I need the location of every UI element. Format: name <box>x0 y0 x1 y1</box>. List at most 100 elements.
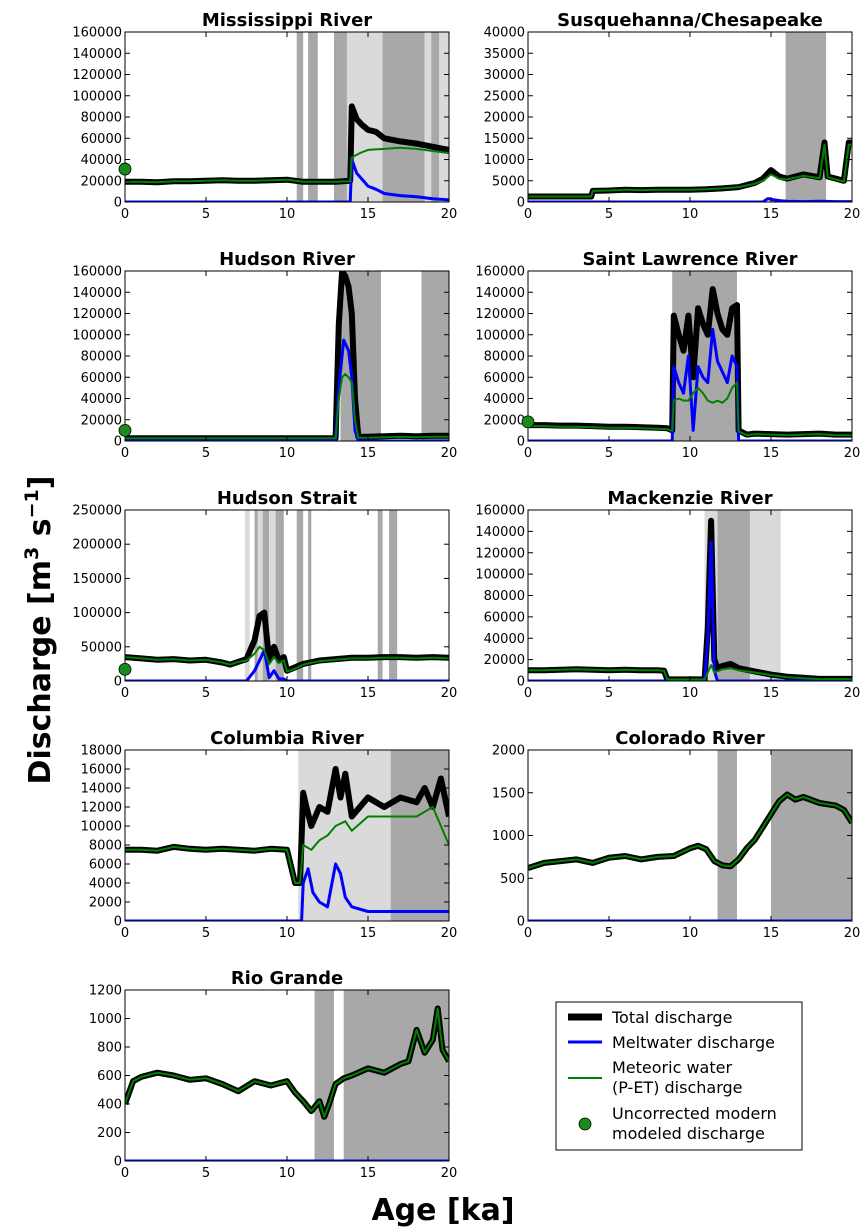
panel-title: Hudson River <box>219 249 355 270</box>
y-tick-label: 160000 <box>475 265 525 280</box>
y-tick-label: 150000 <box>72 572 122 587</box>
meteoric-series-line <box>528 664 852 681</box>
y-tick-label: 600 <box>97 1069 122 1084</box>
legend-total-label: Total discharge <box>611 1008 732 1027</box>
y-tick-label: 10000 <box>81 820 122 835</box>
y-tick-label: 0 <box>517 435 525 450</box>
x-tick-label: 10 <box>279 686 296 701</box>
x-tick-label: 20 <box>441 686 458 701</box>
meteoric-series-line <box>125 806 449 884</box>
x-tick-label: 15 <box>360 686 377 701</box>
y-tick-label: 1000 <box>492 829 525 844</box>
y-tick-label: 30000 <box>484 68 525 83</box>
melt-series-line <box>528 327 852 441</box>
meteoric-series-line <box>528 381 852 437</box>
shaded-interval <box>431 32 440 202</box>
panel-columbia-river: 0 5 10 15 20 0 2000 4000 6000 8000 10000 12000 14000… <box>81 728 458 941</box>
x-tick-label: 0 <box>121 207 129 222</box>
y-tick-label: 120000 <box>72 307 122 322</box>
y-tick-label: 20000 <box>484 653 525 668</box>
x-tick-label: 15 <box>360 926 377 941</box>
plot-area <box>125 271 449 441</box>
x-tick-label: 0 <box>121 446 129 461</box>
legend-meteoric-label-1: Meteoric water <box>612 1058 732 1077</box>
melt-series-line <box>528 197 852 202</box>
x-tick-label: 0 <box>121 686 129 701</box>
x-tick-label: 5 <box>202 686 210 701</box>
y-tick-label: 200000 <box>72 538 122 553</box>
y-tick-label: 80000 <box>81 350 122 365</box>
shaded-interval <box>672 271 737 441</box>
y-tick-label: 0 <box>114 435 122 450</box>
y-tick-label: 400 <box>97 1098 122 1113</box>
shaded-interval <box>377 510 383 681</box>
meteoric-series-line <box>125 1007 449 1118</box>
y-tick-label: 4000 <box>89 877 122 892</box>
uncorrected-modern-marker <box>118 423 132 437</box>
x-tick-label: 5 <box>202 446 210 461</box>
y-tick-label: 50000 <box>81 640 122 655</box>
x-tick-label: 15 <box>763 207 780 222</box>
shaded-interval <box>333 32 347 202</box>
meteoric-series-line <box>125 645 449 673</box>
x-tick-label: 15 <box>763 446 780 461</box>
y-tick-label: 20000 <box>81 413 122 428</box>
y-tick-label: 0 <box>517 915 525 930</box>
y-tick-label: 40000 <box>484 632 525 647</box>
y-tick-label: 8000 <box>89 839 122 854</box>
x-tick-label: 20 <box>441 1166 458 1181</box>
y-tick-label: 160000 <box>72 26 122 41</box>
x-tick-label: 0 <box>121 1166 129 1181</box>
y-tick-label: 160000 <box>475 504 525 519</box>
x-tick-label: 20 <box>844 686 861 701</box>
shaded-interval <box>389 510 398 681</box>
x-tick-label: 5 <box>605 686 613 701</box>
shaded-interval <box>254 510 258 681</box>
shaded-interval <box>424 32 432 202</box>
x-tick-label: 15 <box>763 926 780 941</box>
shaded-interval <box>269 510 276 681</box>
panel-title: Columbia River <box>210 728 364 749</box>
x-tick-label: 15 <box>360 1166 377 1181</box>
panel-title: Mackenzie River <box>607 488 772 509</box>
y-tick-label: 200 <box>97 1126 122 1141</box>
y-tick-label: 0 <box>114 196 122 211</box>
y-tick-label: 800 <box>97 1041 122 1056</box>
panel-saint-lawrence-river: 0 5 10 15 20 0 20000 40000 60000 80000 100000 12000… <box>475 249 860 461</box>
shaded-interval <box>749 510 781 681</box>
shaded-interval <box>308 510 312 681</box>
y-tick-label: 0 <box>517 675 525 690</box>
y-tick-label: 0 <box>517 196 525 211</box>
panels: 0 5 10 15 2002000040000600008000010000012000… <box>72 10 860 1181</box>
panel-susquehanna-chesapeake: 0 5 10 15 20 0 5000 10000 15000 20000 25000 30000 35… <box>484 10 861 222</box>
panel-title: Saint Lawrence River <box>582 249 797 270</box>
y-tick-label: 80000 <box>81 111 122 126</box>
meteoric-series-line <box>528 143 852 198</box>
melt-series-line <box>125 862 449 921</box>
y-tick-label: 100000 <box>475 568 525 583</box>
y-tick-label: 14000 <box>81 782 122 797</box>
panel-colorado-river: 0 5 10 15 20 0 500 1000 1500 2000 Colorado River <box>492 728 860 941</box>
uncorrected-modern-marker <box>118 662 132 676</box>
x-tick-label: 5 <box>605 207 613 222</box>
uncorrected-modern-marker <box>118 162 132 176</box>
y-tick-label: 20000 <box>484 111 525 126</box>
meteoric-series-line <box>125 373 449 440</box>
x-tick-label: 10 <box>279 446 296 461</box>
y-tick-label: 6000 <box>89 858 122 873</box>
panel-mississippi-river: 0 5 10 15 20 0 20000 40000 60000 80000 100000 12000… <box>72 10 457 222</box>
legend-uncorrected-marker <box>578 1117 592 1131</box>
melt-series-line <box>125 648 449 681</box>
y-tick-label: 60000 <box>484 610 525 625</box>
meteoric-series-line <box>528 793 852 869</box>
shaded-interval <box>257 510 263 681</box>
y-tick-label: 10000 <box>484 153 525 168</box>
x-tick-label: 15 <box>360 207 377 222</box>
y-tick-label: 120000 <box>72 68 122 83</box>
y-tick-label: 140000 <box>475 286 525 301</box>
y-tick-label: 250000 <box>72 504 122 519</box>
shaded-interval <box>296 510 304 681</box>
y-tick-label: 100000 <box>72 89 122 104</box>
